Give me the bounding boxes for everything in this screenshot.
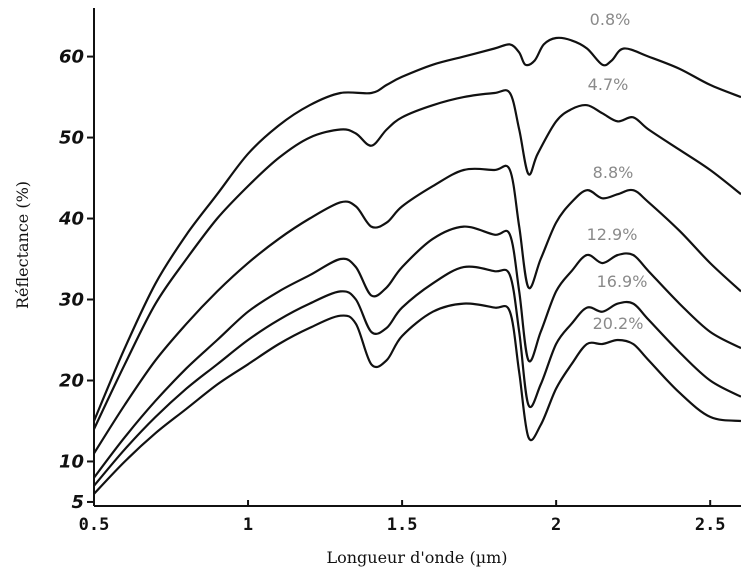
y-axis-title: Réflectance (%) <box>13 181 32 309</box>
y-tick-label: 5 <box>71 492 84 513</box>
y-tick-label: 40 <box>58 209 84 230</box>
series-line-5 <box>93 302 741 495</box>
series-line-0 <box>92 36 741 422</box>
series-line-4 <box>93 265 741 487</box>
y-tick-label: 10 <box>59 451 84 472</box>
y-tick-label: 20 <box>59 370 84 391</box>
series-line-1 <box>93 89 741 430</box>
x-axis-title: Longueur d'onde (µm) <box>326 548 507 567</box>
x-tick-label: 2.5 <box>695 515 726 535</box>
series-line-2 <box>93 164 741 454</box>
y-tick-label: 50 <box>59 128 84 149</box>
series-label-0: 0.8% <box>590 10 631 29</box>
series-label-group: 0.8% 4.7% 8.8% 12.9% 16.9% 20.2% <box>587 10 648 333</box>
x-tick-label: 1 <box>243 515 253 535</box>
y-tick-group: 5 10 20 30 40 50 60 <box>58 47 94 513</box>
series-label-2: 8.8% <box>593 163 634 182</box>
series-line-3 <box>93 225 741 479</box>
y-tick-label: 30 <box>59 290 84 311</box>
x-tick-label: 0.5 <box>79 515 110 535</box>
x-tick-label: 2 <box>551 515 561 535</box>
series-label-4: 16.9% <box>597 272 648 291</box>
series-group <box>92 36 741 495</box>
series-label-5: 20.2% <box>593 314 644 333</box>
x-tick-group: 0.5 1 1.5 2 2.5 <box>79 500 726 535</box>
series-label-3: 12.9% <box>587 225 638 244</box>
series-label-1: 4.7% <box>588 75 629 94</box>
y-tick-label: 60 <box>59 47 84 68</box>
x-tick-label: 1.5 <box>387 515 418 535</box>
